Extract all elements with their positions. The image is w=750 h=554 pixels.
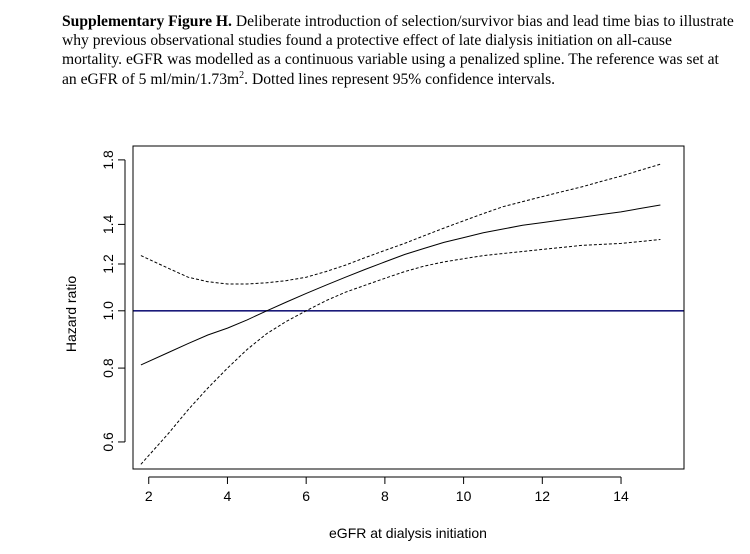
- y-tick-label: 0.8: [100, 358, 116, 378]
- axes: 2 4 6 8 10 12 14 0.6 0.8 1.0 1.2 1.4 1.8: [100, 150, 629, 504]
- x-tick-label: 12: [535, 488, 551, 504]
- x-tick-label: 4: [224, 488, 232, 504]
- series-line-lower-ci: [140, 239, 661, 465]
- y-tick-label: 1.8: [100, 150, 116, 170]
- x-tick-label: 10: [456, 488, 472, 504]
- caption-text: Deliberate introduction of selection/sur…: [62, 13, 734, 88]
- series-line-upper-ci: [140, 163, 661, 285]
- y-axis-label: Hazard ratio: [63, 276, 79, 352]
- x-axis-label: eGFR at dialysis initiation: [329, 525, 487, 541]
- x-tick-label: 2: [145, 488, 153, 504]
- x-tick-label: 6: [302, 488, 310, 504]
- series-line-hazard-ratio: [140, 204, 661, 366]
- caption-text-end: . Dotted lines represent 95% confidence …: [244, 70, 556, 88]
- x-tick-label: 8: [381, 488, 389, 504]
- caption-superscript: 2: [239, 69, 245, 81]
- y-tick-label: 1.0: [100, 301, 116, 321]
- y-tick-label: 1.2: [100, 254, 116, 274]
- caption-bold-lead: Supplementary Figure H.: [62, 13, 232, 30]
- plot-frame: [132, 145, 685, 470]
- figure-caption: Supplementary Figure H. Deliberate intro…: [62, 12, 734, 89]
- y-tick-label: 1.4: [100, 214, 116, 234]
- x-tick-label: 14: [613, 488, 629, 504]
- y-tick-label: 0.6: [100, 432, 116, 452]
- plot-area: [133, 163, 684, 465]
